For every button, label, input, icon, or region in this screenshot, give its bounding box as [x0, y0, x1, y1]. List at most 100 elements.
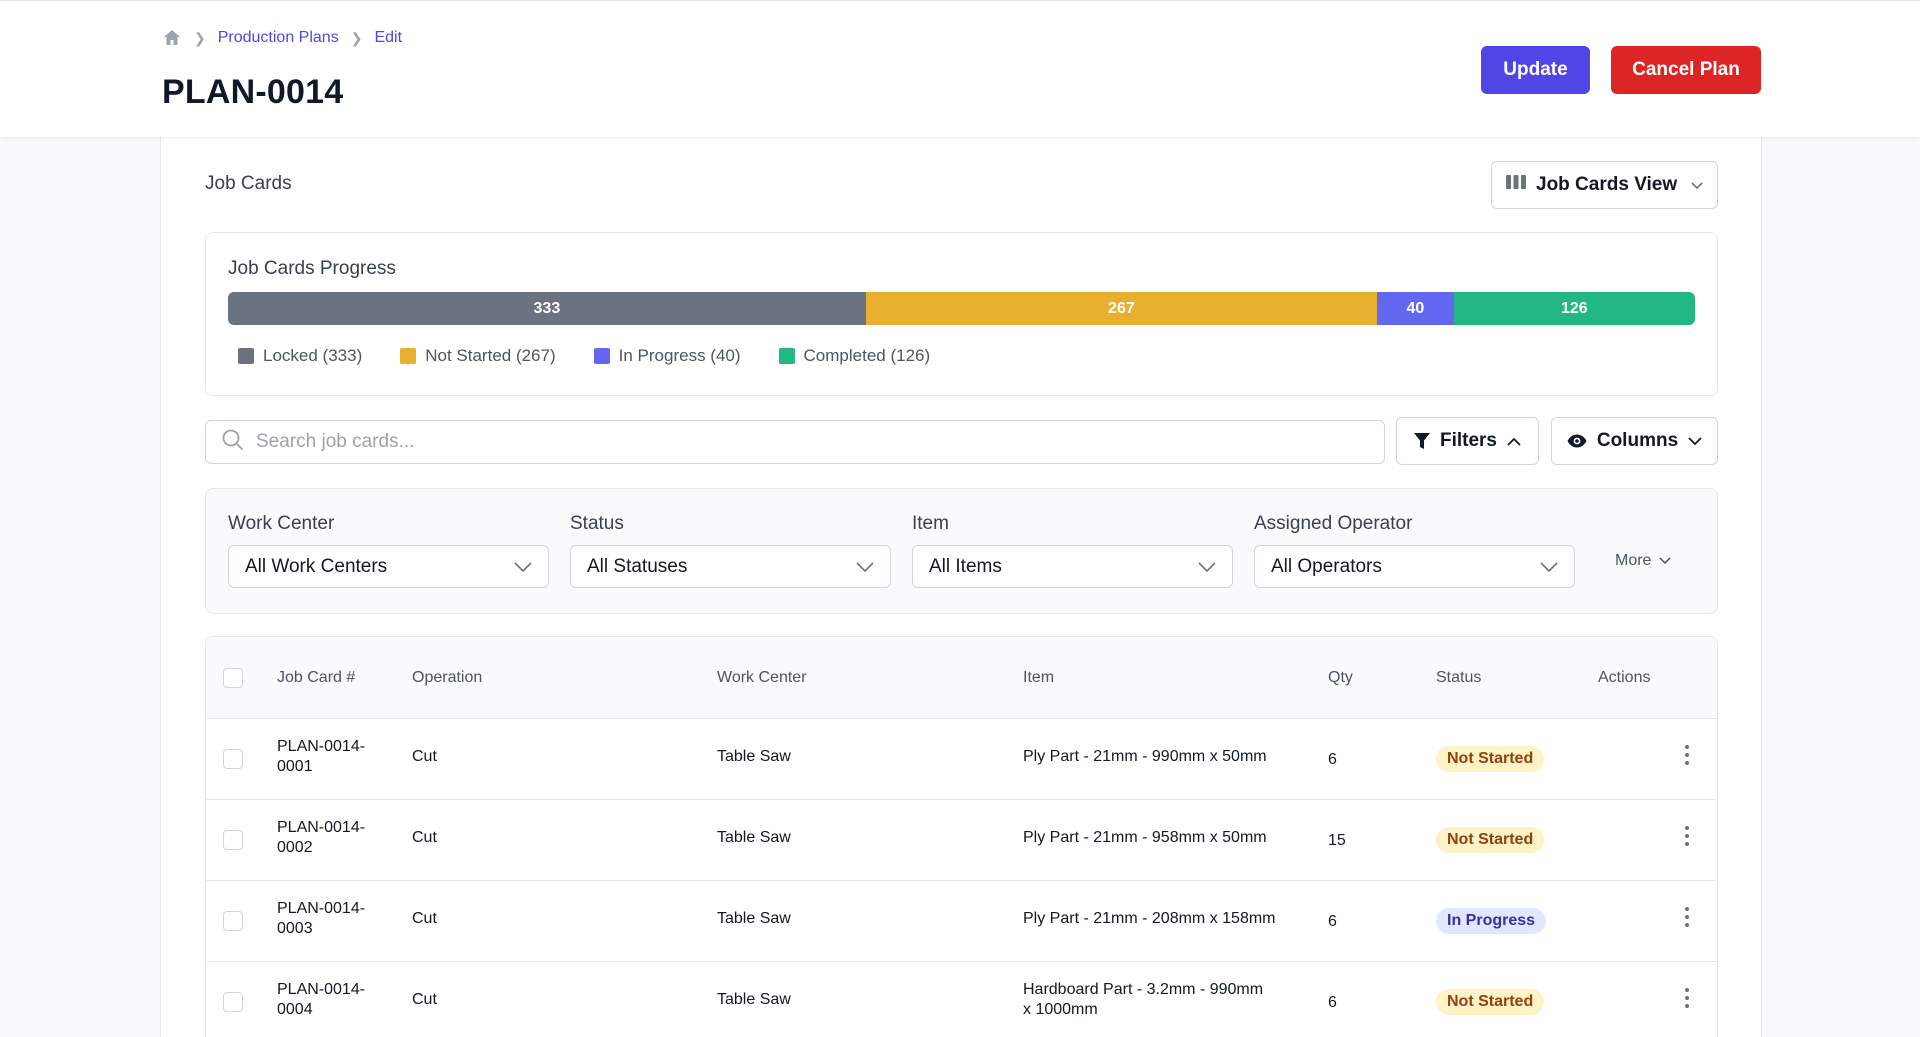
- filter-label: Assigned Operator: [1254, 513, 1413, 534]
- job-card-number[interactable]: PLAN-0014- 0002: [277, 819, 366, 856]
- filter-icon: [1413, 432, 1430, 450]
- columns-button[interactable]: Columns: [1551, 417, 1718, 465]
- item-cell: Ply Part - 21mm - 990mm x 50mm: [1023, 748, 1267, 765]
- filter-work-center: Work Center All Work Centers: [228, 513, 549, 588]
- chevron-down-icon: [856, 561, 874, 572]
- chevron-down-icon: [1691, 174, 1703, 196]
- legend-item-not-started: Not Started (267): [400, 346, 556, 366]
- column-header-actions: Actions: [1598, 669, 1651, 686]
- filter-assigned-operator: Assigned Operator All Operators: [1254, 513, 1575, 588]
- more-filters-button[interactable]: More: [1615, 552, 1671, 570]
- cancel-plan-button[interactable]: Cancel Plan: [1611, 46, 1761, 94]
- operator-select[interactable]: All Operators: [1254, 545, 1575, 588]
- chevron-right-icon: ❯: [194, 29, 206, 46]
- row-actions-icon[interactable]: [1685, 745, 1689, 765]
- qty-cell: 6: [1328, 751, 1337, 768]
- legend-label: Not Started (267): [425, 346, 556, 365]
- work-center-cell: Table Saw: [717, 910, 791, 927]
- row-checkbox[interactable]: [223, 830, 243, 850]
- filter-label: Item: [912, 513, 949, 534]
- progress-segment-completed: 126: [1453, 292, 1695, 325]
- item-cell: Ply Part - 21mm - 208mm x 158mm: [1023, 910, 1276, 927]
- legend-item-in-progress: In Progress (40): [593, 346, 741, 366]
- job-card-number[interactable]: PLAN-0014- 0003: [277, 900, 366, 937]
- select-value: All Statuses: [587, 555, 688, 577]
- select-all-checkbox[interactable]: [223, 668, 243, 688]
- search-input[interactable]: [256, 431, 1356, 453]
- legend-swatch: [593, 348, 610, 364]
- breadcrumb: ❯ Production Plans ❯ Edit: [162, 28, 402, 48]
- legend-label: In Progress (40): [618, 346, 741, 365]
- row-actions-icon[interactable]: [1685, 907, 1689, 927]
- select-value: All Operators: [1271, 555, 1382, 577]
- filters-label: Filters: [1439, 430, 1498, 451]
- column-header-work-center[interactable]: Work Center: [717, 669, 807, 686]
- row-actions-icon[interactable]: [1685, 826, 1689, 846]
- home-icon[interactable]: [162, 28, 182, 48]
- row-checkbox[interactable]: [223, 992, 243, 1012]
- status-badge: Not Started: [1436, 989, 1545, 1015]
- legend-swatch: [238, 348, 254, 364]
- column-header-status[interactable]: Status: [1436, 669, 1482, 686]
- legend-label: Completed (126): [803, 346, 931, 365]
- select-value: All Items: [929, 555, 1002, 577]
- row-checkbox[interactable]: [223, 911, 243, 931]
- work-center-cell: Table Saw: [717, 829, 791, 846]
- table-row[interactable]: PLAN-0014- 0001 Cut Table Saw Ply Part - …: [206, 719, 1717, 800]
- column-header-operation[interactable]: Operation: [412, 669, 483, 686]
- operation-cell: Cut: [412, 910, 437, 927]
- job-cards-view-label: Job Cards View: [1536, 174, 1678, 195]
- legend-swatch: [778, 348, 795, 364]
- legend-item-completed: Completed (126): [778, 346, 931, 366]
- chevron-down-icon: [1688, 436, 1702, 446]
- chevron-down-icon: [1659, 557, 1671, 565]
- item-select[interactable]: All Items: [912, 545, 1233, 588]
- row-checkbox[interactable]: [223, 749, 243, 769]
- breadcrumb-production-plans[interactable]: Production Plans: [217, 29, 339, 46]
- job-card-number[interactable]: PLAN-0014- 0001: [277, 738, 366, 775]
- work-center-select[interactable]: All Work Centers: [228, 545, 549, 588]
- select-value: All Work Centers: [245, 555, 388, 577]
- progress-title: Job Cards Progress: [228, 258, 396, 279]
- columns-view-icon: [1506, 174, 1526, 196]
- legend-item-locked: Locked (333): [238, 346, 362, 366]
- progress-segment-in-progress: 40: [1377, 292, 1454, 325]
- job-cards-table: Job Card # Operation Work Center Item Qt…: [205, 636, 1718, 1037]
- filter-status: Status All Statuses: [570, 513, 891, 588]
- filter-label: Work Center: [228, 513, 335, 534]
- table-row[interactable]: PLAN-0014- 0002 Cut Table Saw Ply Part - …: [206, 800, 1717, 881]
- filter-panel: Work Center All Work Centers Status All …: [205, 488, 1718, 614]
- job-cards-view-dropdown[interactable]: Job Cards View: [1491, 161, 1718, 209]
- status-select[interactable]: All Statuses: [570, 545, 891, 588]
- work-center-cell: Table Saw: [717, 748, 791, 765]
- page-header: ❯ Production Plans ❯ Edit PLAN-0014 Upda…: [0, 0, 1920, 137]
- table-row[interactable]: PLAN-0014- 0003 Cut Table Saw Ply Part - …: [206, 881, 1717, 962]
- row-actions-icon[interactable]: [1685, 988, 1689, 1008]
- columns-label: Columns: [1596, 430, 1679, 451]
- legend-label: Locked (333): [263, 346, 363, 365]
- update-button[interactable]: Update: [1481, 46, 1590, 94]
- progress-bar: 333 267 40 126: [228, 292, 1695, 325]
- table-header: Job Card # Operation Work Center Item Qt…: [206, 637, 1717, 719]
- breadcrumb-edit[interactable]: Edit: [374, 29, 403, 46]
- page-title: PLAN-0014: [162, 73, 344, 111]
- filter-label: Status: [570, 513, 624, 534]
- status-badge: Not Started: [1436, 746, 1545, 772]
- eye-icon: [1567, 434, 1587, 448]
- item-cell: Hardboard Part - 3.2mm - 990mm x 1000mm: [1023, 981, 1264, 1018]
- filters-button[interactable]: Filters: [1396, 417, 1539, 465]
- work-center-cell: Table Saw: [717, 991, 791, 1008]
- operation-cell: Cut: [412, 991, 437, 1008]
- operation-cell: Cut: [412, 748, 437, 765]
- column-header-item[interactable]: Item: [1023, 669, 1055, 686]
- qty-cell: 6: [1328, 994, 1337, 1011]
- more-label: More: [1615, 552, 1652, 569]
- progress-legend: Locked (333) Not Started (267) In Progre…: [238, 346, 968, 366]
- chevron-down-icon: [1198, 561, 1216, 572]
- column-header-qty[interactable]: Qty: [1328, 669, 1353, 686]
- item-cell: Ply Part - 21mm - 958mm x 50mm: [1023, 829, 1267, 846]
- table-row[interactable]: PLAN-0014- 0004 Cut Table Saw Hardboard P…: [206, 962, 1717, 1037]
- job-card-number[interactable]: PLAN-0014- 0004: [277, 981, 366, 1018]
- column-header-job-card[interactable]: Job Card #: [277, 669, 356, 686]
- chevron-down-icon: [514, 561, 532, 572]
